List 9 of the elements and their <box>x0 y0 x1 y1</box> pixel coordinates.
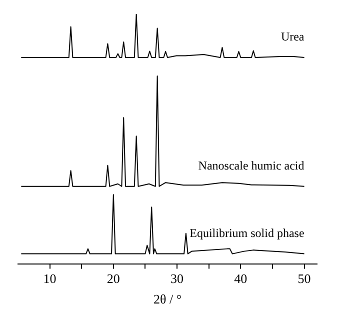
series-label: Nanoscale humic acid <box>198 158 304 173</box>
x-tick-label: 10 <box>43 271 56 286</box>
x-tick-label: 30 <box>170 271 184 286</box>
x-tick-label: 50 <box>298 271 311 286</box>
series-label: Equilibrium solid phase <box>190 226 304 240</box>
x-axis-title: 2θ / ° <box>153 292 182 307</box>
x-tick-label: 40 <box>234 271 248 286</box>
x-tick-label: 20 <box>106 271 120 286</box>
series-label: Urea <box>280 30 305 44</box>
